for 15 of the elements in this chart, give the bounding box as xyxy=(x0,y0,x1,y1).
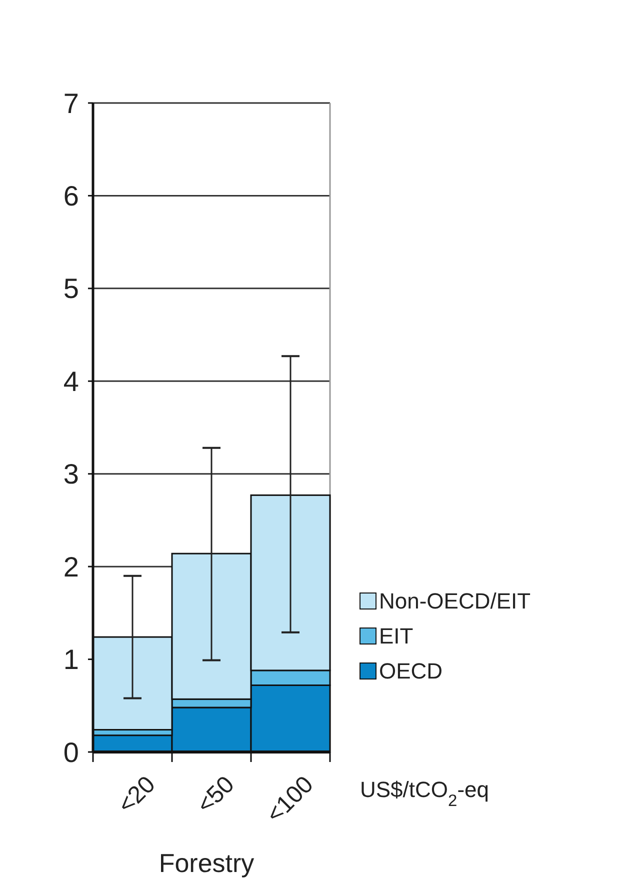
text: US$/tCO$_{2}$-eq xyxy=(360,777,490,810)
legend-label: OECD xyxy=(379,658,443,684)
x-tick-label: <20 xyxy=(112,771,161,819)
y-tick-label: 1 xyxy=(63,644,79,676)
y-tick-label: 7 xyxy=(63,88,79,119)
legend-label: EIT xyxy=(379,624,414,649)
x-axis-title: Forestry xyxy=(158,848,254,878)
y-tick-label: 2 xyxy=(63,551,79,582)
legend-label: Non-OECD/EIT xyxy=(379,588,531,614)
y-tick-label: 3 xyxy=(63,458,79,490)
y-tick-label: 0 xyxy=(63,736,79,768)
x-tick-label: <50 xyxy=(192,771,240,819)
y-tick-label: 4 xyxy=(63,366,79,397)
y-tick-label: 6 xyxy=(63,180,79,212)
y-tick-label: 5 xyxy=(63,273,79,304)
